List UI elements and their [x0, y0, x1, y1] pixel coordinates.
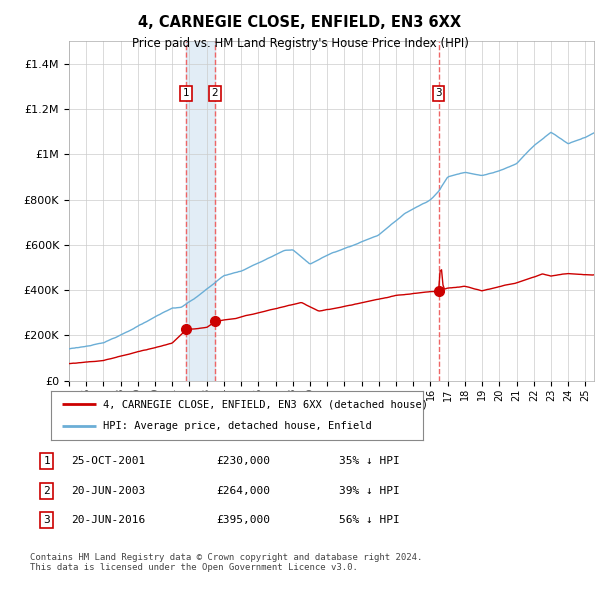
Text: 4, CARNEGIE CLOSE, ENFIELD, EN3 6XX (detached house): 4, CARNEGIE CLOSE, ENFIELD, EN3 6XX (det…	[103, 399, 428, 409]
Text: 56% ↓ HPI: 56% ↓ HPI	[339, 516, 400, 525]
Text: £230,000: £230,000	[216, 457, 270, 466]
Text: 25-OCT-2001: 25-OCT-2001	[71, 457, 145, 466]
Text: £395,000: £395,000	[216, 516, 270, 525]
Text: 35% ↓ HPI: 35% ↓ HPI	[339, 457, 400, 466]
Text: HPI: Average price, detached house, Enfield: HPI: Average price, detached house, Enfi…	[103, 421, 372, 431]
Text: 20-JUN-2016: 20-JUN-2016	[71, 516, 145, 525]
Text: 4, CARNEGIE CLOSE, ENFIELD, EN3 6XX: 4, CARNEGIE CLOSE, ENFIELD, EN3 6XX	[139, 15, 461, 30]
Text: 3: 3	[43, 516, 50, 525]
Text: 39% ↓ HPI: 39% ↓ HPI	[339, 486, 400, 496]
Text: 2: 2	[211, 88, 218, 99]
Text: 20-JUN-2003: 20-JUN-2003	[71, 486, 145, 496]
Text: 2: 2	[43, 486, 50, 496]
Text: £264,000: £264,000	[216, 486, 270, 496]
Text: 1: 1	[183, 88, 190, 99]
Text: Price paid vs. HM Land Registry's House Price Index (HPI): Price paid vs. HM Land Registry's House …	[131, 37, 469, 50]
Text: Contains HM Land Registry data © Crown copyright and database right 2024.: Contains HM Land Registry data © Crown c…	[30, 553, 422, 562]
Bar	[187, 41, 215, 381]
Text: 1: 1	[43, 457, 50, 466]
Text: This data is licensed under the Open Government Licence v3.0.: This data is licensed under the Open Gov…	[30, 563, 358, 572]
Text: 3: 3	[435, 88, 442, 99]
